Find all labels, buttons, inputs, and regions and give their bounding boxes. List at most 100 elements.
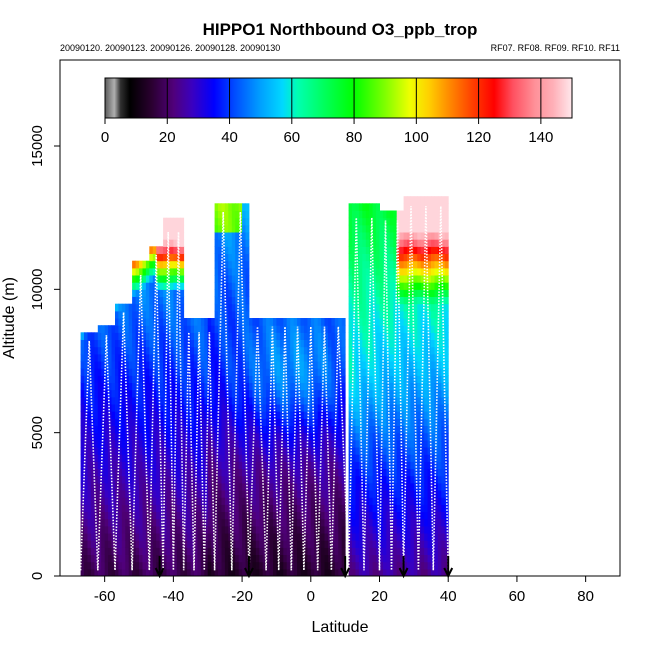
curtain-cell: [139, 511, 143, 520]
curtain-cell: [386, 411, 391, 419]
curtain-cell: [259, 361, 264, 369]
curtain-cell: [231, 332, 236, 340]
curtain-cell: [245, 232, 250, 240]
curtain-cell: [444, 267, 449, 276]
curtain-cell: [407, 296, 411, 305]
curtain-cell: [118, 310, 123, 319]
curtain-cell: [211, 561, 216, 570]
curtain-cell: [149, 554, 154, 563]
curtain-cell: [231, 418, 236, 426]
curtain-cell: [434, 475, 439, 484]
curtain-cell: [111, 475, 116, 484]
curtain-cell: [197, 504, 202, 512]
curtain-cell: [365, 468, 370, 477]
curtain-cell: [255, 468, 260, 477]
curtain-cell: [214, 540, 219, 548]
curtain-cell: [108, 353, 112, 362]
curtain-cell: [341, 554, 346, 563]
curtain-cell: [228, 246, 233, 254]
curtain-cell: [242, 425, 246, 434]
curtain-cell: [207, 325, 212, 333]
curtain-cell: [382, 497, 387, 505]
curtain-cell: [111, 396, 116, 405]
curtain-cell: [317, 418, 322, 426]
curtain-cell: [211, 332, 216, 340]
curtain-cell: [176, 418, 181, 426]
curtain-cell: [269, 375, 274, 383]
curtain-cell: [94, 482, 99, 491]
curtain-cell: [372, 511, 377, 520]
curtain-cell: [259, 332, 264, 340]
curtain-cell: [221, 511, 226, 520]
curtain-cell: [132, 425, 136, 434]
curtain-cell: [307, 339, 312, 348]
curtain-cell: [389, 253, 394, 262]
curtain-cell: [376, 411, 380, 419]
curtain-cell: [245, 454, 250, 462]
curtain-cell: [224, 425, 229, 434]
curtain-cell: [80, 346, 85, 355]
curtain-cell: [121, 425, 126, 434]
curtain-cell: [135, 332, 140, 340]
curtain-cell: [218, 203, 222, 211]
curtain-cell: [437, 454, 442, 462]
curtain-cell: [125, 439, 130, 448]
curtain-cell: [303, 454, 308, 462]
curtain-cell: [214, 382, 219, 391]
curtain-cell: [307, 346, 312, 355]
curtain-cell: [372, 260, 377, 269]
curtain-cell: [125, 504, 130, 512]
curtain-cell: [80, 404, 85, 412]
curtain-cell: [183, 353, 188, 362]
curtain-cell: [152, 303, 157, 312]
curtain-cell: [407, 454, 411, 462]
curtain-cell: [166, 339, 171, 348]
curtain-cell: [180, 382, 185, 391]
curtain-cell: [152, 332, 157, 340]
curtain-cell: [420, 224, 425, 233]
curtain-cell: [214, 497, 219, 505]
curtain-cell: [413, 404, 418, 412]
curtain-cell: [94, 561, 99, 570]
curtain-cell: [115, 547, 119, 555]
curtain-cell: [341, 533, 346, 541]
curtain-cell: [417, 447, 422, 455]
curtain-cell: [135, 454, 140, 462]
curtain-cell: [169, 325, 174, 333]
curtain-cell: [407, 346, 411, 355]
curtain-cell: [300, 568, 305, 576]
curtain-cell: [87, 568, 92, 576]
curtain-cell: [341, 353, 346, 362]
curtain-cell: [166, 497, 171, 505]
curtain-cell: [183, 511, 188, 520]
curtain-cell: [286, 339, 291, 348]
curtain-cell: [108, 511, 112, 520]
curtain-cell: [200, 447, 205, 455]
curtain-cell: [125, 518, 130, 527]
curtain-cell: [407, 196, 411, 204]
curtain-cell: [242, 282, 246, 290]
curtain-cell: [173, 461, 178, 469]
curtain-cell: [166, 404, 171, 412]
curtain-cell: [87, 332, 92, 340]
curtain-cell: [314, 346, 319, 355]
curtain-cell: [352, 267, 356, 276]
curtain-cell: [152, 533, 157, 541]
curtain-cell: [194, 339, 198, 348]
curtain-cell: [417, 260, 422, 269]
curtain-cell: [101, 518, 106, 527]
curtain-cell: [90, 533, 95, 541]
curtain-cell: [413, 511, 418, 520]
curtain-cell: [228, 389, 233, 398]
curtain-cell: [431, 461, 435, 469]
curtain-cell: [128, 533, 133, 541]
curtain-cell: [173, 447, 178, 455]
curtain-cell: [90, 375, 95, 383]
curtain-cell: [379, 217, 384, 226]
curtain-cell: [307, 439, 312, 448]
curtain-cell: [231, 296, 236, 305]
curtain-cell: [149, 368, 154, 376]
curtain-cell: [211, 482, 216, 491]
curtain-cell: [197, 561, 202, 570]
curtain-cell: [393, 210, 398, 219]
